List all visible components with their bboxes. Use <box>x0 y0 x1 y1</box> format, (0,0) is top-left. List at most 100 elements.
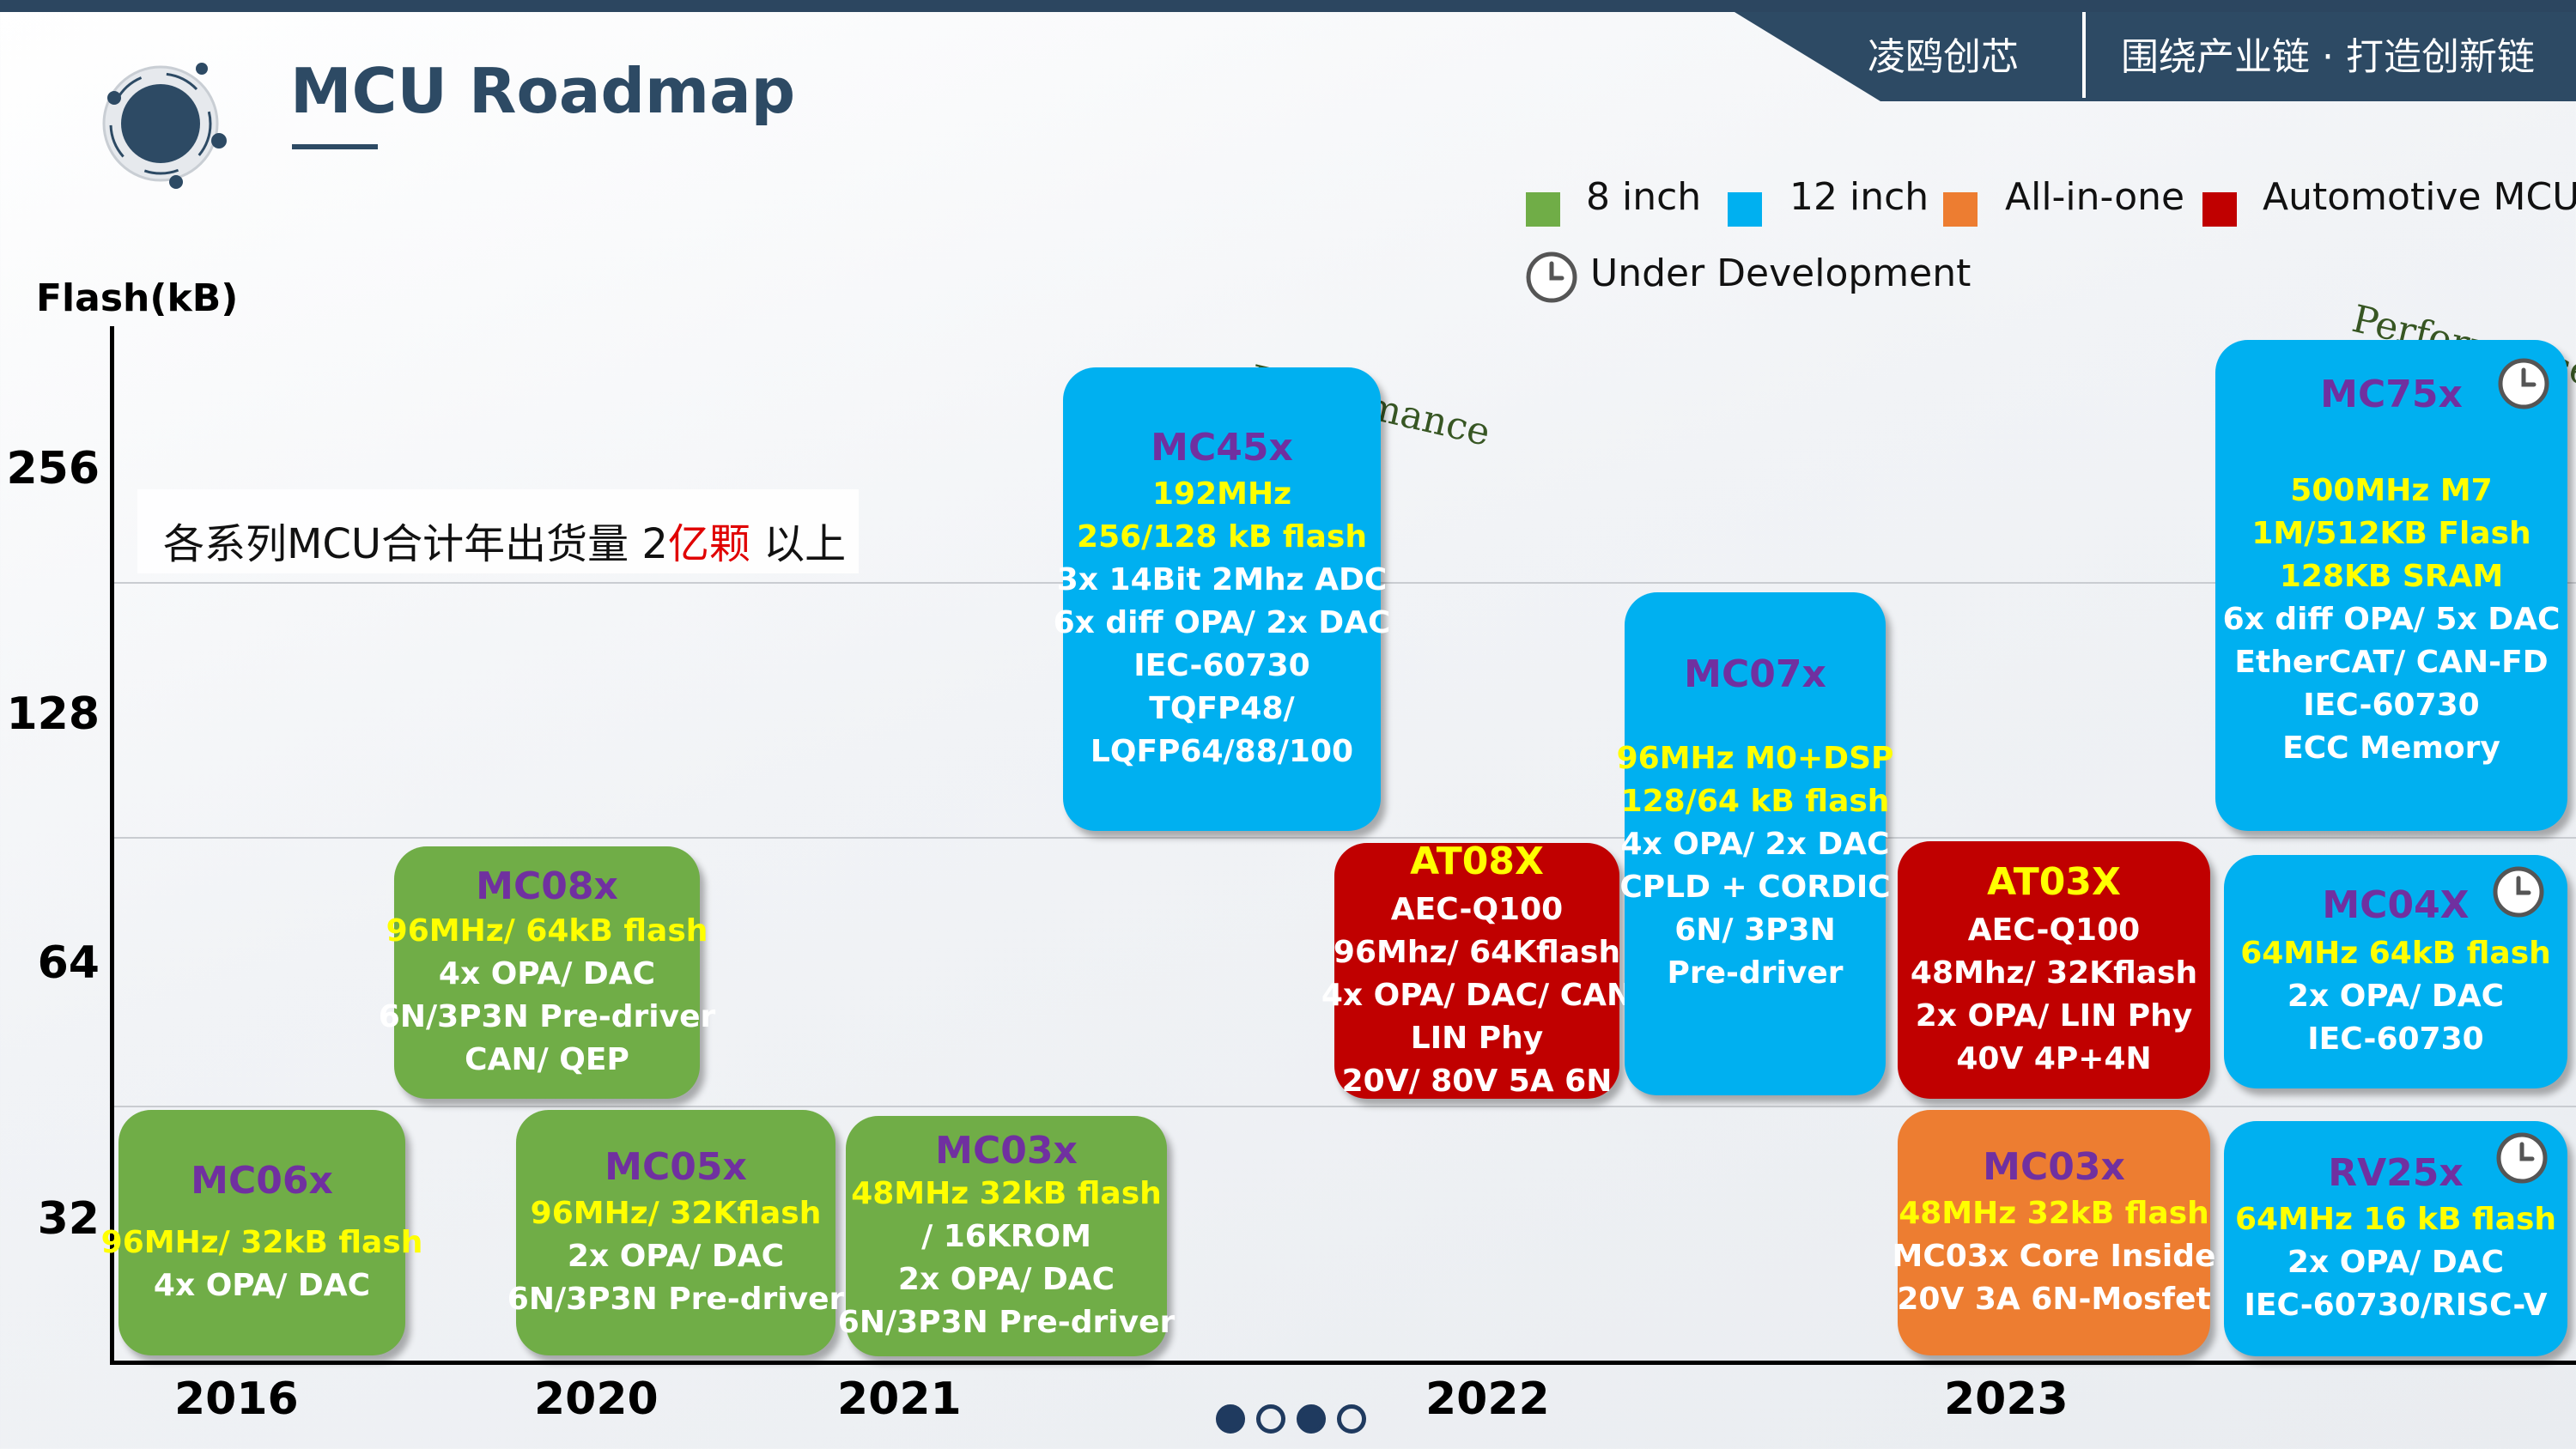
product-spec: 6N/3P3N Pre-driver <box>837 1304 1176 1340</box>
product-spec: 40V 4P+4N <box>1956 1040 2152 1076</box>
legend-swatch-12inch <box>1728 192 1762 227</box>
product-spec: 48MHz 32kB flash <box>1899 1195 2209 1231</box>
y-tick-64: 64 <box>37 937 100 989</box>
product-spec: 6N/3P3N Pre-driver <box>507 1281 845 1317</box>
product-spec: 64MHz 16 kB flash <box>2234 1201 2557 1237</box>
clock-icon <box>2498 358 2549 409</box>
product-name: AT03X <box>1987 859 2121 904</box>
product-name: MC75x <box>2320 373 2463 416</box>
product-spec: 96MHz/ 32kB flash <box>100 1224 423 1260</box>
x-tick-2023: 2023 <box>1944 1373 2069 1425</box>
product-spec: 96MHz/ 32Kflash <box>530 1195 822 1231</box>
shipment-prefix: 各系列MCU合计年出货量 2 <box>163 520 668 568</box>
product-spec: 4x OPA/ DAC/ CAN <box>1321 977 1633 1013</box>
product-name: AT08X <box>1410 839 1544 883</box>
product-spec: 1M/512KB Flash <box>2251 516 2531 551</box>
product-spec: AEC-Q100 <box>1390 891 1564 927</box>
page-dot-2[interactable] <box>1256 1404 1285 1434</box>
y-tick-128: 128 <box>6 688 100 740</box>
shipment-note: 各系列MCU合计年出货量 2亿颗 以上 <box>163 510 846 570</box>
shipment-highlight: 亿颗 <box>667 520 750 568</box>
product-spec: 2x OPA/ DAC <box>897 1261 1115 1297</box>
product-name: RV25x <box>2328 1150 2464 1195</box>
x-axis <box>110 1361 2576 1365</box>
top-bar <box>0 0 2576 12</box>
product-name: MC05x <box>605 1144 747 1189</box>
product-name: MC45x <box>1151 425 1293 470</box>
product-name: MC04X <box>2322 882 2470 927</box>
product-spec: 2x OPA/ DAC <box>2287 978 2505 1014</box>
product-card-at03x: AT03X AEC-Q100 48Mhz/ 32Kflash 2x OPA/ L… <box>1898 841 2210 1099</box>
page-dot-3[interactable] <box>1297 1404 1326 1434</box>
product-name: MC03x <box>935 1128 1078 1173</box>
product-spec: IEC-60730 <box>1133 647 1310 683</box>
product-spec: 6x diff OPA/ 2x DAC <box>1053 604 1391 640</box>
product-card-mc07x: MC07x 96MHz M0+DSP 128/64 kB flash 4x OP… <box>1617 592 1893 1095</box>
product-card-mc04x: MC04X 64MHz 64kB flash 2x OPA/ DAC IEC-6… <box>2224 855 2567 1088</box>
company-name: 凌鸥创芯 <box>1868 35 2019 79</box>
y-axis-title: Flash(kB) <box>36 276 239 320</box>
page-dot-4[interactable] <box>1337 1404 1366 1434</box>
legend-label-automotive: Automotive MCU <box>2263 175 2576 219</box>
x-tick-2021: 2021 <box>837 1373 962 1425</box>
product-card-mc06x: MC06x 96MHz/ 32kB flash 4x OPA/ DAC <box>101 1110 422 1355</box>
product-card-mc03x-2021: MC03x 48MHz 32kB flash / 16KROM 2x OPA/ … <box>838 1116 1175 1356</box>
product-card-at08x: AT08X AEC-Q100 96Mhz/ 64Kflash 4x OPA/ D… <box>1321 839 1632 1099</box>
product-spec: 48Mhz/ 32Kflash <box>1910 955 2198 991</box>
legend-swatch-automotive <box>2202 192 2237 227</box>
product-spec: 20V 3A 6N-Mosfet <box>1897 1281 2211 1317</box>
legend-label-all-in-one: All-in-one <box>2005 175 2185 219</box>
clock-icon <box>2493 866 2544 918</box>
y-tick-256: 256 <box>6 443 100 494</box>
product-spec: 96MHz M0+DSP <box>1616 741 1894 776</box>
banner-divider <box>2082 12 2086 98</box>
product-spec: TQFP48/ <box>1149 690 1295 726</box>
product-spec: 20V/ 80V 5A 6N <box>1341 1063 1613 1099</box>
product-spec: AEC-Q100 <box>1967 912 2141 948</box>
product-spec: 64MHz 64kB flash <box>2240 935 2551 971</box>
product-card-rv25x: RV25x 64MHz 16 kB flash 2x OPA/ DAC IEC-… <box>2224 1121 2567 1356</box>
clock-icon <box>2496 1132 2548 1184</box>
x-tick-2020: 2020 <box>534 1373 659 1425</box>
product-spec: EtherCAT/ CAN-FD <box>2234 645 2549 680</box>
product-spec: 4x OPA/ 2x DAC <box>1620 827 1890 862</box>
product-spec: 6x diff OPA/ 5x DAC <box>2222 602 2561 637</box>
product-spec: IEC-60730 <box>2307 1021 2484 1057</box>
product-spec: 96Mhz/ 64Kflash <box>1333 934 1621 970</box>
product-spec: 48MHz 32kB flash <box>851 1175 1162 1211</box>
gridline-128 <box>114 837 2576 839</box>
legend-label-12inch: 12 inch <box>1789 175 1929 219</box>
product-spec: 128KB SRAM <box>2279 559 2504 594</box>
gridline-64 <box>114 1106 2576 1107</box>
product-spec: CPLD + CORDIC <box>1619 870 1891 905</box>
page-dot-1[interactable] <box>1216 1404 1245 1434</box>
title-underline <box>292 144 378 149</box>
company-slogan: 围绕产业链 · 打造创新链 <box>2121 35 2535 79</box>
product-spec: 2x OPA/ LIN Phy <box>1915 997 2193 1034</box>
product-spec: 4x OPA/ DAC <box>438 955 656 991</box>
product-spec: 192MHz <box>1151 476 1292 512</box>
shipment-suffix: 以上 <box>750 520 847 568</box>
company-logo-icon <box>102 63 227 189</box>
shipment-note-background <box>137 489 859 573</box>
product-card-mc03x-all-in-one: MC03x 48MHz 32kB flash MC03x Core Inside… <box>1893 1110 2215 1355</box>
product-name: MC08x <box>476 864 618 908</box>
product-card-mc45x: MC45x 192MHz 256/128 kB flash 3x 14Bit 2… <box>1054 367 1390 831</box>
product-spec: 4x OPA/ DAC <box>153 1267 371 1303</box>
clock-icon <box>1526 252 1577 303</box>
y-axis <box>110 326 114 1365</box>
header-banner <box>1735 12 2576 101</box>
product-card-mc05x: MC05x 96MHz/ 32Kflash 2x OPA/ DAC 6N/3P3… <box>507 1110 844 1355</box>
page-title: MCU Roadmap <box>290 55 796 127</box>
product-spec: LQFP64/88/100 <box>1090 733 1354 769</box>
product-card-mc75x: MC75x 500MHz M7 1M/512KB Flash 128KB SRA… <box>2215 340 2567 831</box>
product-spec: 6N/ 3P3N <box>1674 912 1836 948</box>
y-tick-32: 32 <box>37 1193 100 1245</box>
product-spec: ECC Memory <box>2282 731 2500 766</box>
product-spec: Pre-driver <box>1667 955 1844 991</box>
product-spec: 2x OPA/ DAC <box>567 1238 785 1274</box>
product-name: MC07x <box>1684 652 1826 696</box>
legend-swatch-all-in-one <box>1943 192 1978 227</box>
product-spec: 256/128 kB flash <box>1077 518 1367 555</box>
product-spec: IEC-60730/RISC-V <box>2244 1287 2548 1323</box>
